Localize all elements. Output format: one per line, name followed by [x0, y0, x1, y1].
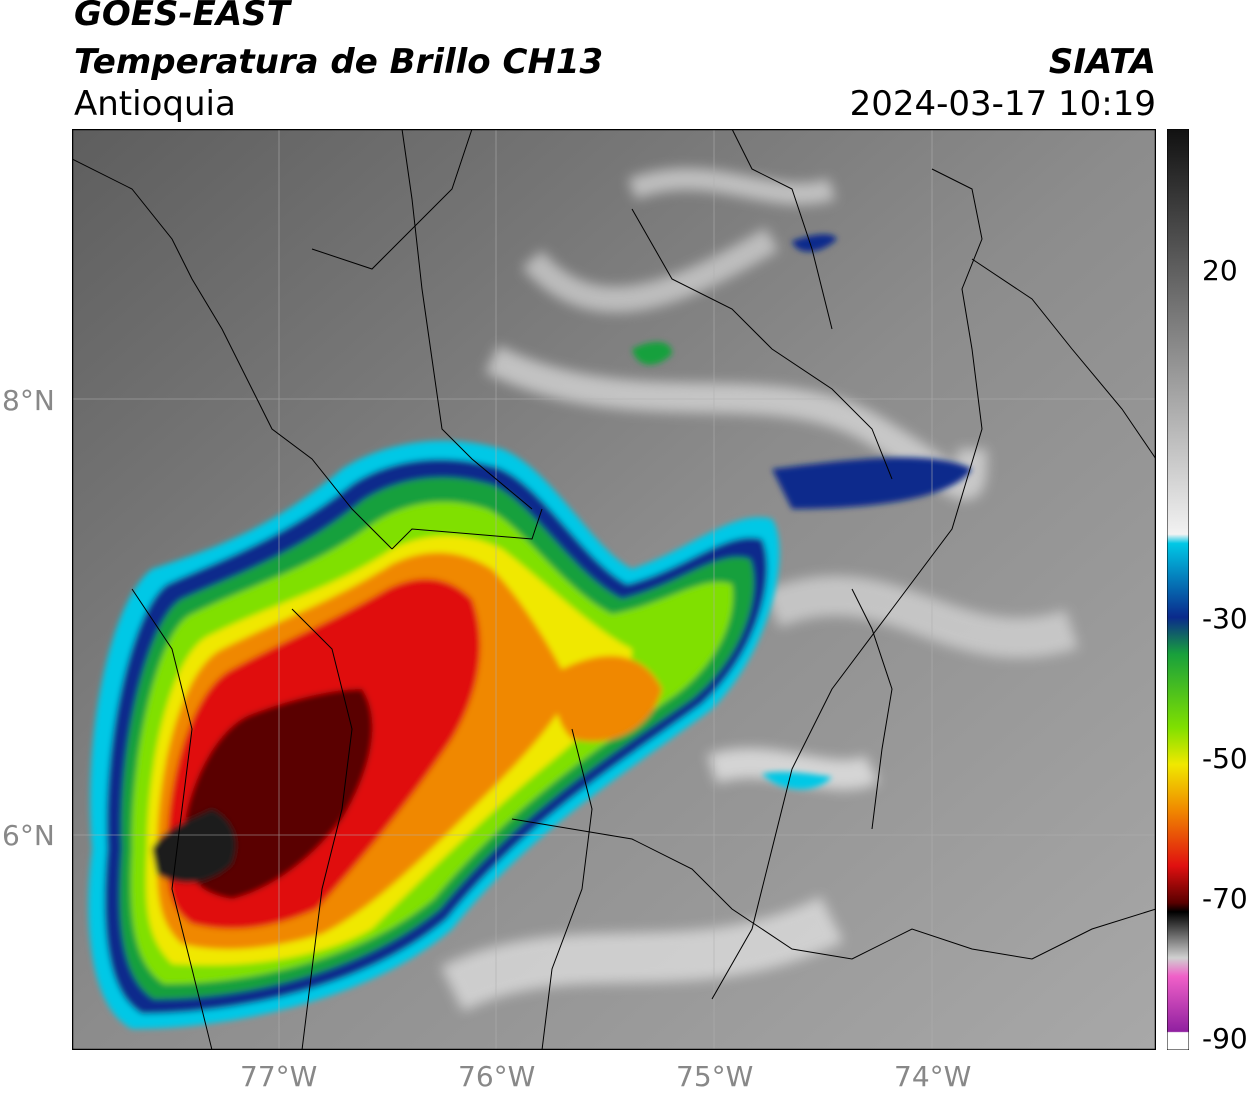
lon-label-77w: 77°W	[240, 1060, 318, 1093]
colorbar	[1167, 129, 1189, 1050]
map-gridlines	[72, 129, 1156, 1050]
lon-label-76w: 76°W	[458, 1060, 536, 1093]
storm-cloud	[88, 234, 972, 1030]
product-title: Temperatura de Brillo CH13	[74, 42, 604, 82]
satellite-map	[72, 129, 1156, 1050]
colorbar-tick-minus50: -50	[1202, 742, 1248, 775]
map-frame	[72, 129, 1156, 1050]
datetime-label: 2024-03-17 10:19	[849, 84, 1156, 124]
region-label: Antioquia	[74, 84, 236, 124]
boundary-lines	[72, 129, 1156, 1050]
lat-label-6n: 6°N	[2, 819, 55, 852]
lon-label-75w: 75°W	[676, 1060, 754, 1093]
satellite-title: GOES-EAST	[74, 0, 290, 34]
organization-label: SIATA	[1048, 42, 1156, 82]
colorbar-tick-minus30: -30	[1202, 602, 1248, 635]
colorbar-tick-minus90: -90	[1202, 1022, 1248, 1055]
colorbar-tick-20: 20	[1202, 254, 1238, 287]
colorbar-tick-minus70: -70	[1202, 882, 1248, 915]
lat-label-8n: 8°N	[2, 384, 55, 417]
lon-label-74w: 74°W	[894, 1060, 972, 1093]
cloud-streaks	[440, 168, 1079, 1012]
